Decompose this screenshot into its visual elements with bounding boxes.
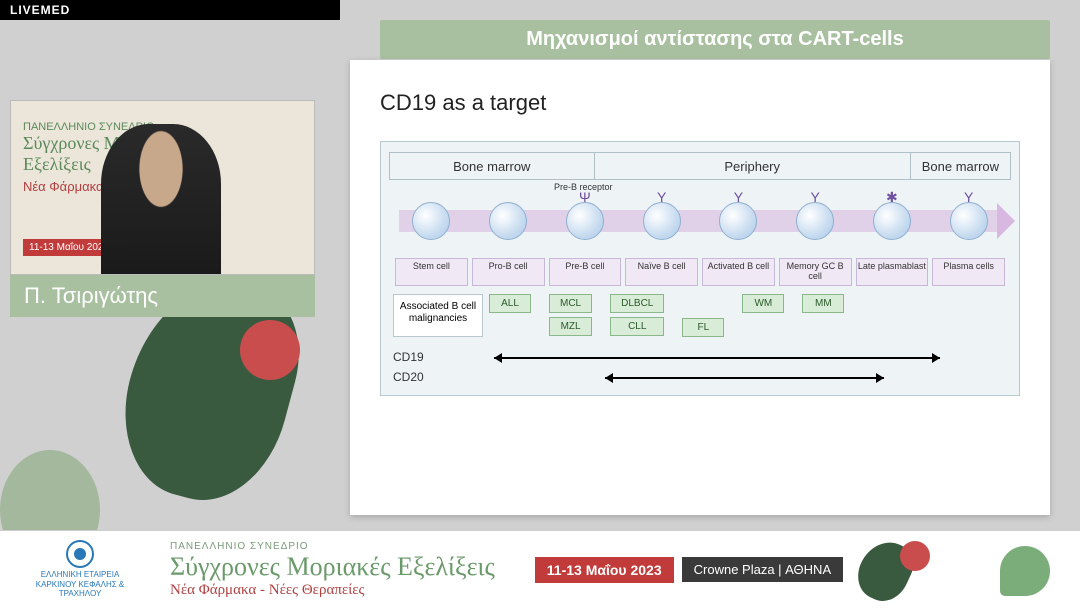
bg-decor-berry bbox=[240, 320, 300, 380]
cell-labels-row: Stem cellPro-B cellPre-B cellNaïve B cel… bbox=[389, 258, 1011, 286]
cell-circle: Y bbox=[643, 202, 681, 240]
footer-banner: ΕΛΛΗΝΙΚΗ ΕΤΑΙΡΕΙΑ ΚΑΡΚΙΝΟΥ ΚΕΦΑΛΗΣ & ΤΡΑ… bbox=[0, 530, 1080, 608]
cell-circle: Ψ bbox=[566, 202, 604, 240]
cells-row: Pre-B receptor ΨYYY✱Y bbox=[389, 186, 1011, 256]
brand-logo: LIVEMED bbox=[0, 0, 340, 20]
cell-circle bbox=[412, 202, 450, 240]
speaker-name: Π. Τσιριγώτης bbox=[10, 275, 315, 317]
malignancy-column: MCL MZL bbox=[549, 294, 592, 337]
marker-label: CD19 bbox=[393, 350, 449, 364]
receptor-icon: Y bbox=[734, 189, 743, 205]
society-name-1: ΕΛΛΗΝΙΚΗ ΕΤΑΙΡΕΙΑ bbox=[20, 570, 140, 580]
presentation-title: Μηχανισμοί αντίστασης στα CART-cells bbox=[380, 20, 1050, 59]
malignancy-box: MZL bbox=[549, 317, 592, 336]
malignancy-box: FL bbox=[682, 318, 724, 337]
footer-overline: ΠΑΝΕΛΛΗΝΙΟ ΣΥΝΕΔΡΙΟ bbox=[170, 541, 495, 552]
malignancy-box: CLL bbox=[610, 317, 664, 336]
cell-label: Memory GC B cell bbox=[779, 258, 852, 286]
marker-label: CD20 bbox=[393, 370, 449, 384]
malignancies-header: Associated B cell malignancies bbox=[393, 294, 483, 337]
speaker-video[interactable]: ΠΑΝΕΛΛΗΝΙΟ ΣΥΝΕΔΡΙΟ Σύγχρονες Μοριακές Ε… bbox=[10, 100, 315, 275]
cell-label: Pro-B cell bbox=[472, 258, 545, 286]
malignancy-box: MM bbox=[802, 294, 844, 313]
cell-label: Late plasmablast bbox=[856, 258, 929, 286]
cell-label: Pre-B cell bbox=[549, 258, 622, 286]
speaker-silhouette bbox=[101, 124, 221, 274]
compartment-label: Periphery bbox=[595, 153, 911, 179]
receptor-icon: Y bbox=[657, 189, 666, 205]
slide-title: CD19 as a target bbox=[380, 90, 1020, 116]
footer-venue-badge: Crowne Plaza | ΑΘΗΝΑ bbox=[682, 557, 843, 582]
marker-range-line bbox=[605, 377, 884, 379]
receptor-icon: Y bbox=[964, 189, 973, 205]
marker-rows: CD19 CD20 bbox=[389, 347, 1011, 387]
pre-b-receptor-label: Pre-B receptor bbox=[554, 182, 613, 192]
society-name-2: ΚΑΡΚΙΝΟΥ ΚΕΦΑΛΗΣ & ΤΡΑΧΗΛΟΥ bbox=[20, 580, 140, 599]
cell-circle: ✱ bbox=[873, 202, 911, 240]
cell: Y bbox=[930, 202, 1007, 240]
malignancy-column: MM bbox=[802, 294, 844, 337]
malignancy-box: ALL bbox=[489, 294, 531, 313]
cell-label: Naïve B cell bbox=[625, 258, 698, 286]
malignancy-column: FL bbox=[682, 294, 724, 337]
marker-row: CD19 bbox=[393, 347, 1007, 367]
slide: CD19 as a target Bone marrowPeripheryBon… bbox=[350, 60, 1050, 515]
malignancy-box: MCL bbox=[549, 294, 592, 313]
malignancy-box: WM bbox=[742, 294, 784, 313]
cell-label: Plasma cells bbox=[932, 258, 1005, 286]
diagram: Bone marrowPeripheryBone marrow Pre-B re… bbox=[380, 141, 1020, 396]
receptor-icon: Y bbox=[810, 189, 819, 205]
cell bbox=[393, 202, 470, 240]
compartment-label: Bone marrow bbox=[390, 153, 595, 179]
cell: Y bbox=[700, 202, 777, 240]
cell-label: Activated B cell bbox=[702, 258, 775, 286]
malignancies-area: Associated B cell malignancies ALL MCL MZL… bbox=[389, 294, 1011, 337]
speaker-panel: ΠΑΝΕΛΛΗΝΙΟ ΣΥΝΕΔΡΙΟ Σύγχρονες Μοριακές Ε… bbox=[10, 100, 315, 317]
footer-subtitle: Νέα Φάρμακα - Νέες Θεραπείες bbox=[170, 582, 495, 599]
society-logo-icon bbox=[66, 540, 94, 568]
society-logo: ΕΛΛΗΝΙΚΗ ΕΤΑΙΡΕΙΑ ΚΑΡΚΙΝΟΥ ΚΕΦΑΛΗΣ & ΤΡΑ… bbox=[20, 540, 140, 599]
receptor-icon: ✱ bbox=[886, 189, 898, 206]
cell-circle: Y bbox=[796, 202, 834, 240]
marker-row: CD20 bbox=[393, 367, 1007, 387]
footer-date-badge: 11-13 Μαΐου 2023 bbox=[535, 557, 674, 583]
cell-label: Stem cell bbox=[395, 258, 468, 286]
cell: Ψ bbox=[547, 202, 624, 240]
malignancy-column: ALL bbox=[489, 294, 531, 337]
footer-main-title: Σύγχρονες Μοριακές Εξελίξεις bbox=[170, 552, 495, 582]
cell: Y bbox=[777, 202, 854, 240]
cell bbox=[470, 202, 547, 240]
compartment-header: Bone marrowPeripheryBone marrow bbox=[389, 152, 1011, 180]
malignancy-box: DLBCL bbox=[610, 294, 664, 313]
cell: ✱ bbox=[854, 202, 931, 240]
cell: Y bbox=[623, 202, 700, 240]
malignancy-column: DLBCL CLL bbox=[610, 294, 664, 337]
cell-circle: Y bbox=[719, 202, 757, 240]
footer-decor bbox=[920, 531, 1060, 608]
cell-circle: Y bbox=[950, 202, 988, 240]
marker-range-line bbox=[494, 357, 940, 359]
cell-circle bbox=[489, 202, 527, 240]
compartment-label: Bone marrow bbox=[911, 153, 1010, 179]
malignancy-column: WM bbox=[742, 294, 784, 337]
